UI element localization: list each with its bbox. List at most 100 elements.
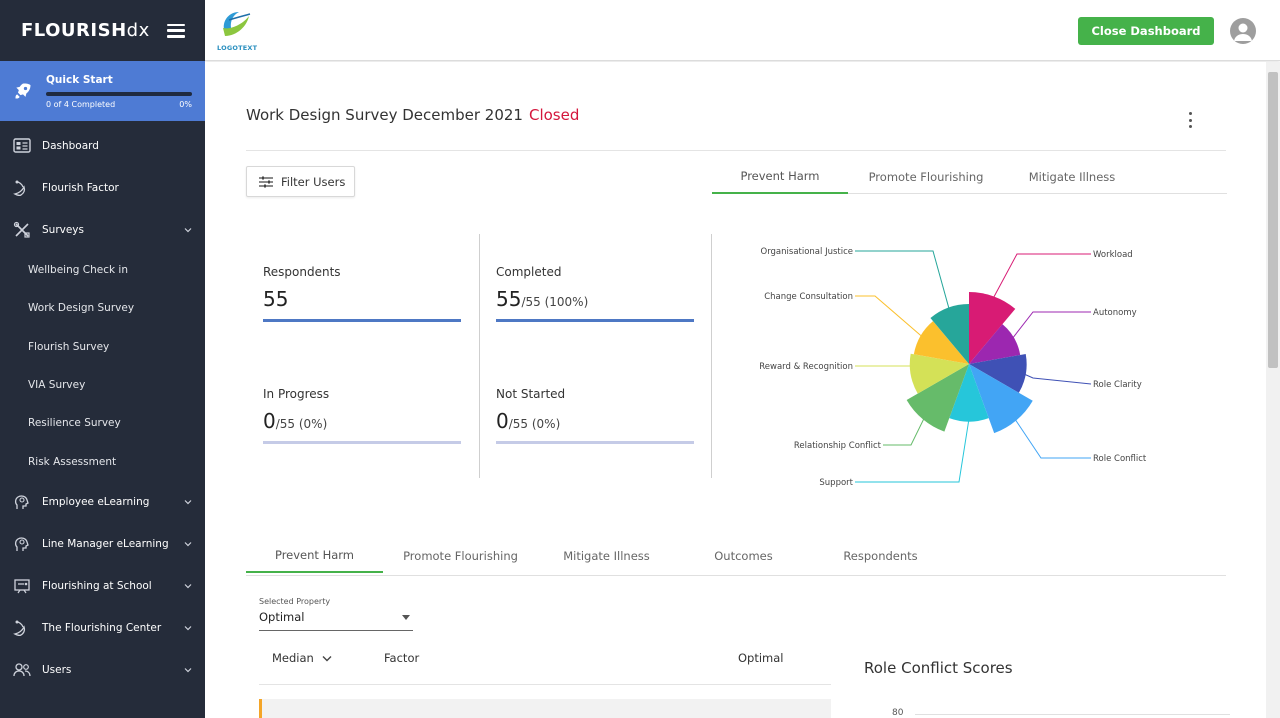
axis-tick-label: 80 (892, 708, 904, 718)
stat-sub: /55 (0%) (275, 417, 328, 431)
main-content: Work Design Survey December 2021 Closed F… (205, 62, 1266, 718)
segment-label: Role Conflict (1093, 454, 1147, 464)
filter-users-label: Filter Users (281, 174, 346, 189)
tab-respondents[interactable]: Respondents (843, 549, 918, 563)
survey-title-text: Work Design Survey December 2021 (246, 106, 523, 124)
scrollbar-thumb[interactable] (1268, 72, 1278, 368)
stat-sub: /55 (0%) (508, 417, 561, 431)
stat-value: 55 (263, 287, 289, 311)
users-icon (12, 660, 32, 680)
sidebar-item-flourishing-at-school[interactable]: Flourishing at School (0, 565, 205, 607)
divider (246, 150, 1226, 151)
polar-segment[interactable] (969, 353, 1027, 393)
head-icon (12, 492, 32, 512)
median-column-header[interactable]: Median (272, 651, 332, 665)
filter-users-button[interactable]: Filter Users (246, 166, 355, 197)
leaf-icon (12, 178, 32, 198)
polar-segment[interactable] (969, 364, 1033, 434)
sidebar-item-flourish-factor[interactable]: Flourish Factor (0, 167, 205, 209)
polar-segment[interactable] (949, 364, 989, 422)
leader-line (1011, 311, 1091, 340)
user-avatar-icon[interactable] (1230, 18, 1256, 44)
tab-prevent-harm[interactable]: Prevent Harm (712, 160, 848, 194)
tab-mitigate-illness-lower[interactable]: Mitigate Illness (563, 549, 650, 563)
polar-segment[interactable] (906, 364, 969, 432)
tab-mitigate-illness[interactable]: Mitigate Illness (1028, 170, 1116, 184)
stat-value: 55 (496, 287, 522, 311)
top-tabs: Prevent Harm Promote Flourishing Mitigat… (712, 160, 1227, 194)
top-header: LOGOTEXT Close Dashboard (205, 0, 1280, 61)
stat-bar (263, 319, 461, 322)
stats-divider (711, 234, 712, 478)
stat-label: Not Started (496, 387, 566, 401)
selected-property-select[interactable]: Optimal (259, 610, 413, 631)
sidebar-item-label: Flourish Factor (42, 182, 119, 194)
polar-segment[interactable] (913, 321, 969, 364)
segment-label: Support (819, 478, 853, 488)
polar-area-chart: Workload Autonomy Role Clarity Role Conflic… (759, 247, 1147, 488)
sliders-icon (259, 176, 273, 187)
brand-bar: FLOURISHdx (0, 0, 205, 61)
quick-start-percent: 0% (179, 99, 192, 109)
stat-not-started: Not Started 0/55 (0%) (496, 387, 696, 444)
sidebar-item-surveys[interactable]: Surveys (0, 209, 205, 251)
brand-logo[interactable]: FLOURISHdx (21, 20, 150, 41)
stat-value: 0 (263, 409, 276, 433)
tab-promote-flourishing[interactable]: Promote Flourishing (868, 170, 984, 184)
polar-segment[interactable] (969, 324, 1021, 364)
chevron-down-icon (322, 655, 332, 661)
leader-line (855, 295, 924, 338)
chevron-down-icon (184, 228, 192, 233)
sidebar-subitem-risk-assessment[interactable]: Risk Assessment (28, 455, 117, 468)
quick-start-title: Quick Start (46, 73, 113, 86)
sidebar-item-users[interactable]: Users (0, 649, 205, 691)
segment-label: Relationship Conflict (794, 441, 882, 451)
selected-property-label: Selected Property (259, 597, 331, 606)
chevron-down-icon (184, 625, 192, 631)
chevron-down-icon (184, 583, 192, 589)
tab-outcomes[interactable]: Outcomes (714, 549, 773, 563)
table-row[interactable] (259, 699, 831, 718)
stat-label: Respondents (263, 265, 341, 279)
stat-label: Completed (496, 265, 562, 279)
segment-label: Reward & Recognition (759, 362, 853, 372)
gridline (915, 714, 1230, 715)
polar-segment[interactable] (969, 292, 1016, 364)
vertical-scrollbar[interactable] (1266, 62, 1280, 718)
sidebar-subitem-via-survey[interactable]: VIA Survey (28, 379, 86, 392)
polar-segment[interactable] (909, 353, 969, 394)
tab-promote-flourishing-lower[interactable]: Promote Flourishing (403, 549, 518, 563)
quick-start-panel[interactable]: Quick Start 0 of 4 Completed 0% (0, 61, 205, 121)
sidebar-subitem-wellbeing-check-in[interactable]: Wellbeing Check in (28, 264, 128, 277)
sidebar-item-line-manager-elearning[interactable]: Line Manager eLearning (0, 523, 205, 565)
polar-segment[interactable] (930, 304, 969, 364)
sidebar-subitem-flourish-survey[interactable]: Flourish Survey (28, 340, 110, 353)
sidebar-item-dashboard[interactable]: Dashboard (0, 125, 205, 167)
role-conflict-title: Role Conflict Scores (864, 659, 1013, 677)
sidebar-item-label: Users (42, 663, 72, 676)
stat-bar (263, 441, 461, 444)
close-dashboard-button[interactable]: Close Dashboard (1078, 17, 1214, 45)
sidebar-subitem-work-design-survey[interactable]: Work Design Survey (28, 302, 135, 315)
stats-divider (479, 234, 480, 478)
hamburger-menu-icon[interactable] (167, 23, 185, 38)
chevron-down-icon (184, 541, 192, 547)
caret-down-icon (402, 615, 410, 620)
stat-sub: /55 (100%) (521, 295, 589, 309)
sidebar-item-label: Surveys (42, 224, 84, 236)
more-options-icon[interactable] (1185, 112, 1195, 128)
sidebar-item-employee-elearning[interactable]: Employee eLearning (0, 481, 205, 523)
lower-tabs: Prevent Harm Promote Flourishing Mitigat… (246, 539, 1226, 576)
stat-bar (496, 441, 694, 444)
company-logo[interactable]: LOGOTEXT (217, 8, 261, 54)
sidebar-subitem-resilience-survey[interactable]: Resilience Survey (28, 417, 121, 430)
leader-line (1013, 417, 1091, 459)
stat-label: In Progress (263, 387, 330, 401)
sidebar-item-the-flourishing-center[interactable]: The Flourishing Center (0, 607, 205, 649)
stat-bar (496, 319, 694, 322)
sidebar-item-label: Flourishing at School (42, 579, 152, 592)
chevron-down-icon (184, 667, 192, 673)
median-header-label: Median (272, 651, 314, 665)
tab-prevent-harm-lower[interactable]: Prevent Harm (246, 539, 383, 573)
quick-start-progress-bar (46, 91, 192, 96)
